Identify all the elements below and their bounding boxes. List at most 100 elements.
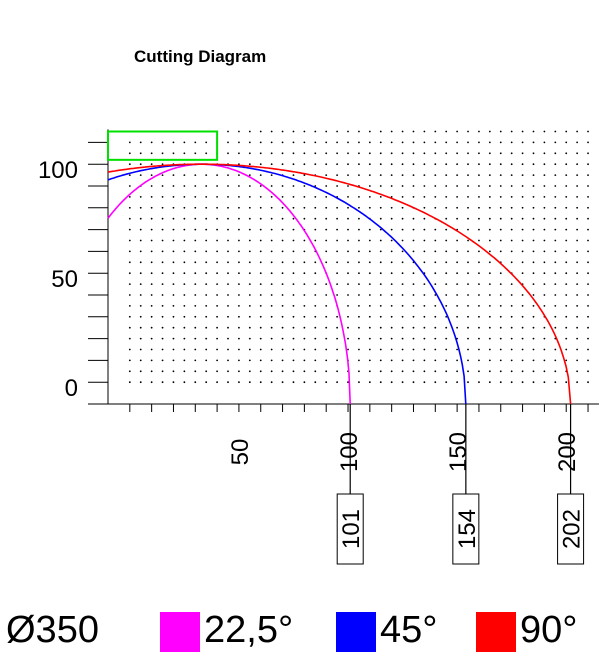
grid-dot: [161, 261, 164, 264]
grid-dot: [303, 206, 306, 209]
grid-dot: [488, 250, 491, 253]
grid-dot: [270, 163, 273, 166]
grid-dot: [543, 163, 546, 166]
grid-dot: [368, 283, 371, 285]
grid-dot: [554, 185, 557, 187]
grid-dot: [412, 185, 415, 187]
grid-dot: [227, 305, 229, 307]
grid-dot: [270, 141, 273, 144]
grid-dot: [303, 163, 306, 166]
grid-dot: [314, 283, 317, 285]
grid-dot: [587, 294, 589, 296]
grid-dot: [390, 163, 393, 166]
grid-dot: [401, 337, 404, 340]
grid-dot: [532, 381, 535, 384]
grid-dot: [565, 381, 568, 384]
grid-dot: [587, 381, 589, 384]
grid-dot: [445, 359, 448, 362]
grid-dot: [554, 348, 557, 351]
grid-dot: [248, 305, 251, 307]
grid-dot: [543, 174, 546, 177]
grid-dot: [390, 239, 393, 242]
grid-dot: [423, 381, 426, 384]
grid-dot: [510, 130, 513, 133]
grid-dot: [347, 272, 349, 275]
grid-dot: [292, 206, 295, 209]
grid-dot: [281, 348, 284, 351]
grid-dot: [379, 294, 382, 296]
grid-dot: [292, 228, 295, 231]
grid-dot: [445, 370, 448, 373]
grid-dot: [467, 250, 469, 253]
grid-dot: [281, 130, 284, 133]
grid-dot: [554, 272, 557, 275]
grid-dot: [238, 326, 240, 329]
grid-dot: [467, 315, 469, 318]
grid-dot: [390, 359, 393, 362]
grid-dot: [510, 315, 513, 318]
grid-dot: [303, 152, 306, 155]
grid-dot: [194, 381, 197, 384]
grid-dot: [510, 152, 513, 155]
grid-dot: [281, 305, 284, 307]
grid-dot: [161, 152, 164, 155]
grid-dot: [499, 272, 502, 275]
y-tick-label: 50: [51, 266, 78, 293]
grid-dot: [478, 206, 480, 209]
grid-dot: [139, 359, 142, 362]
grid-dot: [347, 130, 349, 133]
grid-dot: [336, 381, 339, 384]
grid-dot: [259, 174, 262, 177]
grid-dot: [478, 261, 480, 264]
grid-dot: [434, 228, 437, 231]
grid-dot: [565, 250, 568, 253]
grid-dot: [412, 272, 415, 275]
grid-dot: [325, 196, 328, 198]
grid-dot: [488, 337, 491, 340]
grid-dot: [270, 217, 273, 220]
grid-dot: [139, 261, 142, 264]
grid-dot: [412, 315, 415, 318]
grid-dot: [401, 348, 404, 351]
grid-dot: [259, 305, 262, 307]
grid-dot: [336, 152, 339, 155]
grid-dot: [227, 228, 229, 231]
grid-dot: [456, 152, 459, 155]
grid-dot: [423, 130, 426, 133]
grid-dot: [161, 283, 164, 285]
grid-dot: [576, 185, 579, 187]
grid-dot: [456, 130, 459, 133]
grid-dot: [576, 272, 579, 275]
grid-dot: [565, 305, 568, 307]
grid-dot: [445, 130, 448, 133]
legend-label: 22,5°: [204, 609, 294, 651]
grid-dot: [227, 239, 229, 242]
grid-dot: [368, 305, 371, 307]
grid-dot: [434, 348, 437, 351]
grid-dot: [314, 315, 317, 318]
grid-dot: [347, 326, 349, 329]
grid-dot: [281, 359, 284, 362]
grid-dot: [281, 261, 284, 264]
grid-dot: [314, 370, 317, 373]
grid-dot: [587, 196, 589, 198]
grid-dot: [478, 130, 480, 133]
grid-dot: [390, 261, 393, 264]
chart-title: Cutting Diagram: [134, 47, 267, 66]
grid-dot: [576, 239, 579, 242]
grid-dot: [216, 185, 219, 187]
grid-dot: [499, 217, 502, 220]
grid-dot: [565, 196, 568, 198]
grid-dot: [499, 196, 502, 198]
grid-dot: [499, 174, 502, 177]
grid-dot: [248, 337, 251, 340]
grid-dot: [139, 217, 142, 220]
grid-dot: [336, 174, 339, 177]
grid-dot: [587, 272, 589, 275]
grid-dot: [532, 196, 535, 198]
grid-dot: [510, 250, 513, 253]
grid-dot: [390, 370, 393, 373]
grid-dot: [412, 239, 415, 242]
grid-dot: [150, 348, 153, 351]
grid-dot: [412, 174, 415, 177]
